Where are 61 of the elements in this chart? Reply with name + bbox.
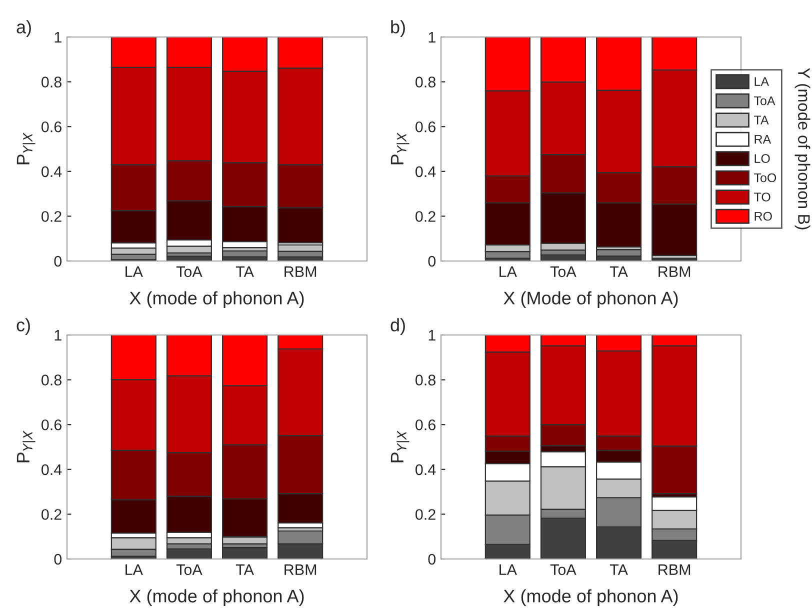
legend-label: RO — [754, 212, 772, 221]
y-tick-label: 0.2 — [42, 509, 62, 520]
chart-title: d) — [390, 318, 405, 335]
y-axis-title: P$_{Y|X}$ — [16, 430, 36, 462]
y-tick-label: 0 — [54, 256, 62, 267]
x-tick-label: TA — [610, 266, 628, 277]
x-tick-label: ToA — [550, 266, 576, 278]
y-tick-label: 0 — [54, 554, 62, 565]
x-tick-label: LA — [126, 266, 143, 277]
legend-title: Y (mode of phonon B) — [794, 68, 810, 230]
y-tick-label: 0.8 — [416, 374, 436, 386]
y-tick-label: 0.2 — [416, 211, 436, 222]
y-tick-label: 1 — [428, 330, 436, 341]
y-tick-label: 1 — [428, 32, 436, 43]
x-axis-title: X (mode of phonon A) — [130, 589, 304, 606]
legend-label: LA — [754, 77, 770, 86]
x-tick-label: TA — [610, 564, 628, 575]
legend-label: RA — [754, 134, 772, 144]
y-tick-label: 0.2 — [42, 211, 62, 222]
x-tick-label: ToA — [176, 564, 202, 576]
x-tick-label: ToA — [176, 266, 202, 278]
legend-label: ToA — [754, 96, 776, 106]
y-tick-label: 0.2 — [416, 509, 436, 520]
legend-label: ToO — [754, 173, 776, 182]
y-tick-label: 0.4 — [416, 464, 436, 476]
x-tick-label: RBM — [658, 266, 690, 277]
chart-title: c) — [16, 318, 30, 335]
y-tick-label: 0 — [428, 256, 436, 267]
y-tick-label: 0.4 — [416, 166, 436, 178]
x-tick-label: TA — [236, 266, 254, 277]
y-axis-title: P$_{Y|X}$ — [16, 132, 36, 164]
chart-title: b) — [391, 20, 405, 37]
y-tick-label: 0 — [428, 554, 436, 565]
x-tick-label: RBM — [284, 266, 316, 277]
legend-label: TA — [754, 116, 769, 124]
y-tick-label: 0.4 — [42, 464, 62, 476]
y-axis-title: P$_{Y|X}$ — [390, 430, 410, 462]
x-tick-label: RBM — [284, 564, 316, 575]
y-tick-label: 0.8 — [416, 76, 436, 88]
y-tick-label: 0.6 — [42, 121, 62, 132]
legend-label: LO — [754, 154, 770, 163]
y-tick-label: 0.6 — [42, 419, 62, 430]
x-tick-label: TA — [236, 564, 254, 575]
x-axis-title: X (mode of phonon A) — [504, 589, 678, 606]
y-axis-title: P$_{Y|X}$ — [390, 132, 410, 164]
y-tick-label: 1 — [54, 32, 62, 43]
y-tick-label: 1 — [54, 330, 62, 341]
x-tick-label: ToA — [550, 564, 576, 576]
x-axis-title: X (mode of phonon A) — [130, 291, 304, 308]
x-tick-label: LA — [500, 564, 517, 575]
y-tick-label: 0.8 — [42, 374, 62, 386]
x-axis-title: X (Mode of phonon A) — [504, 291, 678, 308]
y-tick-label: 0.4 — [42, 166, 62, 178]
legend-label: TO — [754, 192, 770, 202]
chart-title: a) — [16, 20, 31, 37]
x-tick-label: LA — [126, 564, 143, 575]
y-tick-label: 0.6 — [416, 121, 436, 132]
x-tick-label: LA — [500, 266, 517, 277]
y-tick-label: 0.8 — [42, 76, 62, 88]
x-tick-label: RBM — [658, 564, 690, 575]
y-tick-label: 0.6 — [416, 419, 436, 430]
